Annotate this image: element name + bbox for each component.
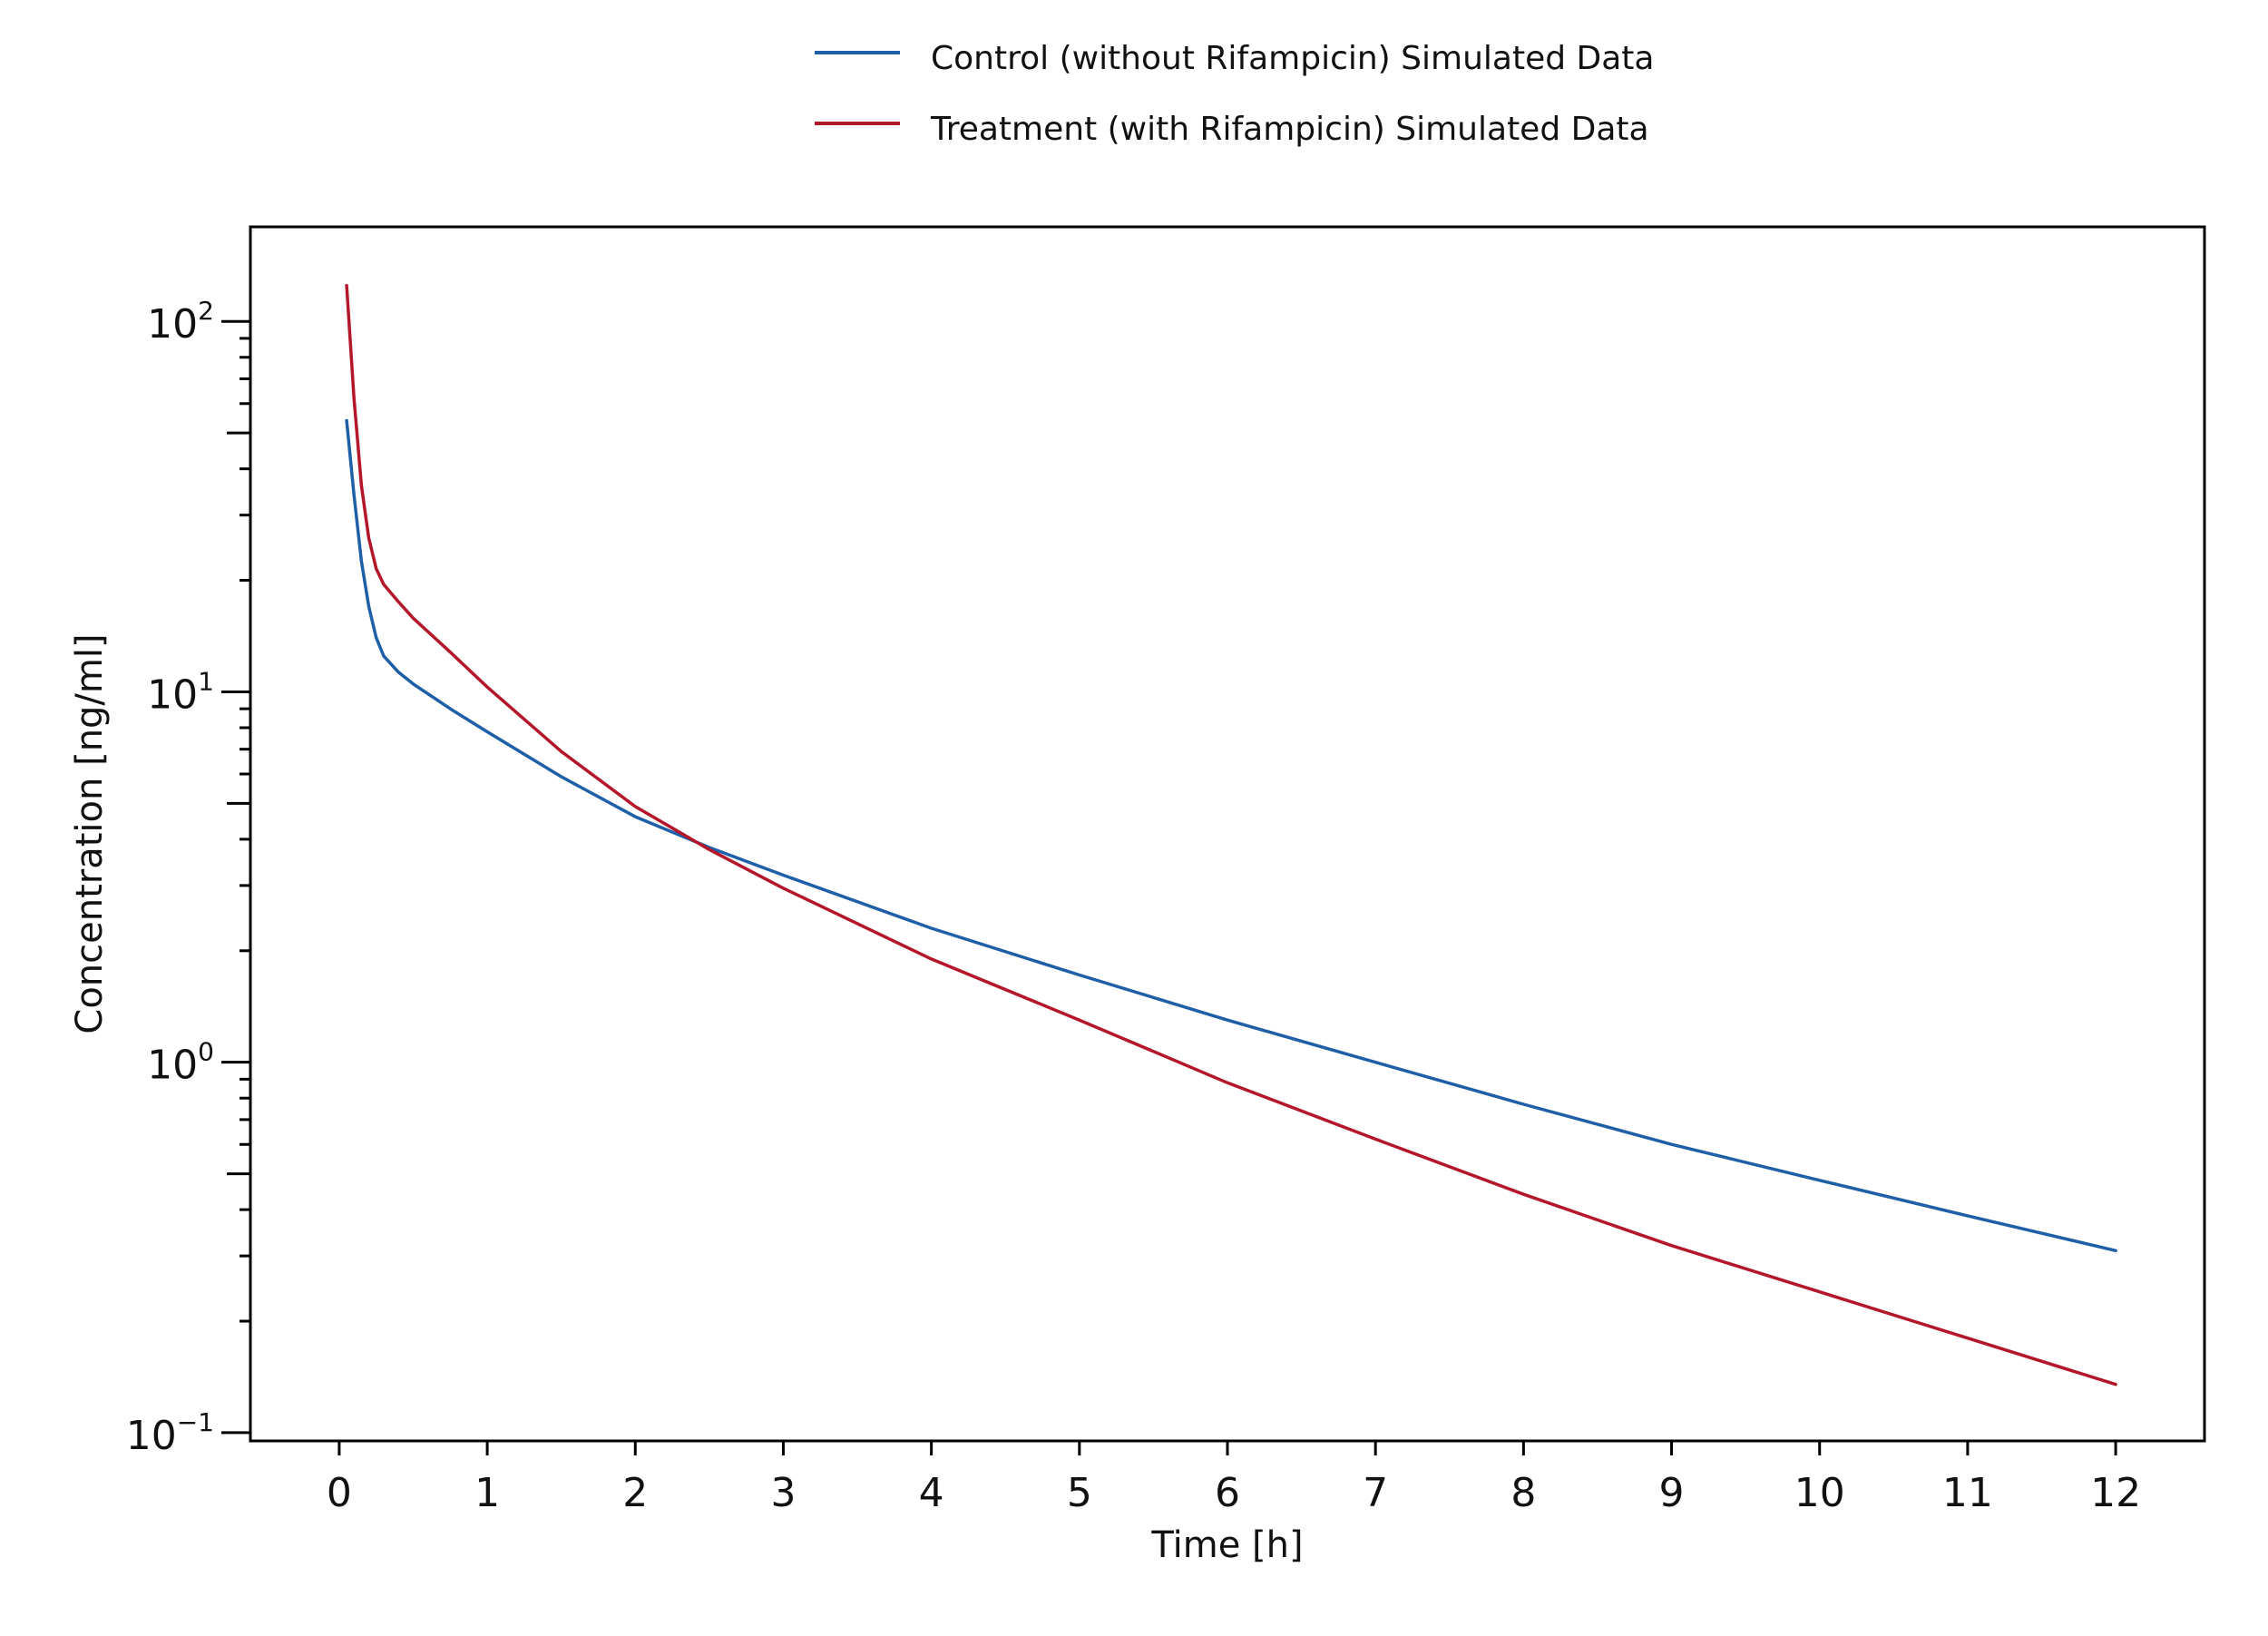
x-axis-title: Time [h] [1150,1524,1303,1566]
x-tick-label-6: 6 [1215,1470,1240,1516]
x-tick-label-11: 11 [1942,1470,1993,1516]
y-tick-label: 100 [147,1037,214,1089]
x-tick-label-8: 8 [1510,1470,1536,1516]
x-tick-label-2: 2 [622,1470,648,1516]
x-tick-label-0: 0 [327,1470,352,1516]
x-tick-label-4: 4 [919,1470,944,1516]
x-tick-label-3: 3 [770,1470,796,1516]
y-axis: 10−1 100 101 102 [126,296,250,1459]
series-layer [345,283,2117,1386]
series-line-control [345,418,2117,1253]
x-tick-label-7: 7 [1363,1470,1388,1516]
x-tick-label-1: 1 [474,1470,500,1516]
y-axis-title: Concentration [ng/ml] [69,633,111,1034]
x-axis: 0 1 2 3 4 5 6 7 8 9 10 11 12 [327,1441,2141,1516]
plot-area [249,225,2206,1443]
series-line-treatment [345,283,2117,1386]
x-tick-label-10: 10 [1794,1470,1845,1516]
y-tick-label: 101 [147,666,214,718]
x-tick-label-5: 5 [1067,1470,1092,1516]
legend: Control (without Rifampicin) Simulated D… [815,40,1654,148]
y-tick-label: 102 [147,296,214,348]
legend-label: Treatment (with Rifampicin) Simulated Da… [930,111,1649,148]
x-tick-label-9: 9 [1659,1470,1685,1516]
x-tick-label-12: 12 [2090,1470,2141,1516]
y-tick-label: 10−1 [126,1407,214,1459]
legend-label: Control (without Rifampicin) Simulated D… [931,40,1654,77]
